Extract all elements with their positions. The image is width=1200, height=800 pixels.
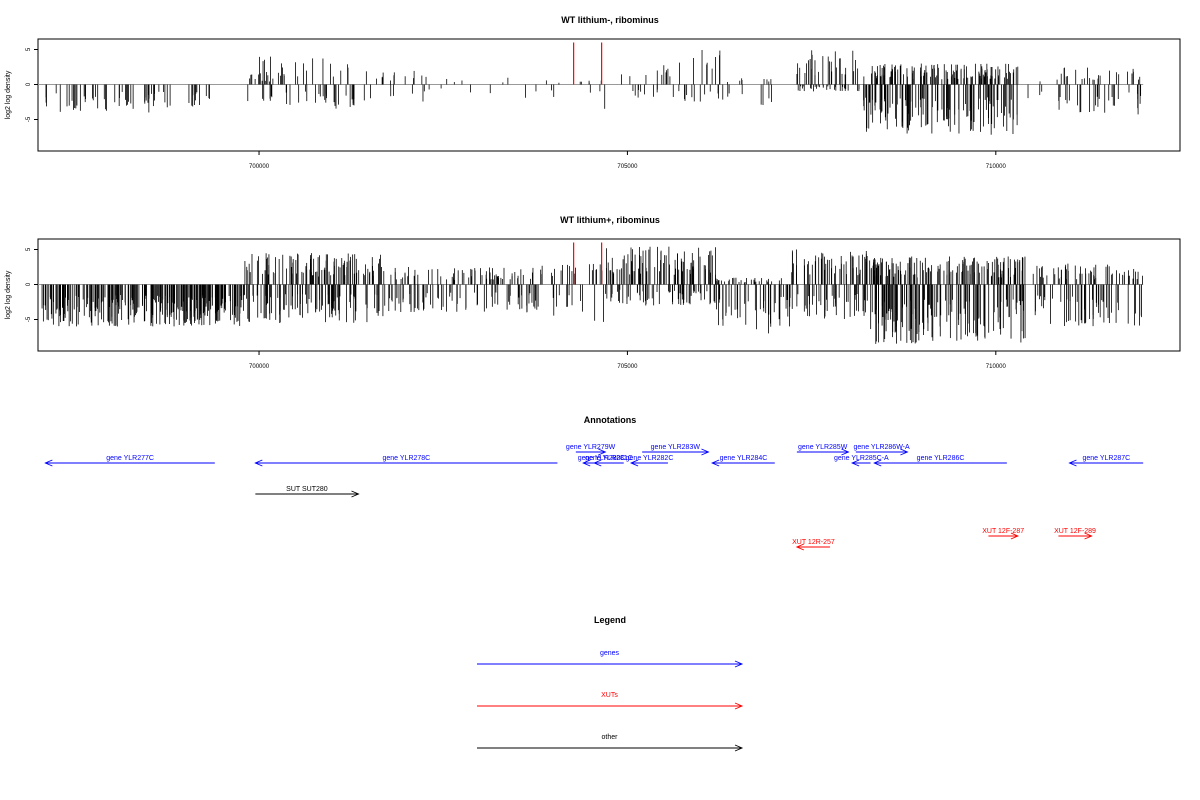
feature-arrowhead <box>593 459 602 467</box>
feature-arrowhead <box>582 459 591 467</box>
feature-label: gene YLR280C <box>578 455 626 462</box>
feature-arrow: gene YLR278C <box>254 455 558 467</box>
legend-label: genes <box>600 650 620 657</box>
x-tick-label: 705000 <box>617 364 638 370</box>
feature-label: gene YLR282C <box>626 455 674 462</box>
x-axis-ticks: 700000 705000 710000 <box>249 151 1006 170</box>
y-axis-label: log2 log density <box>5 70 12 119</box>
y-tick-label: 0 <box>26 282 32 286</box>
feature-arrowhead <box>795 543 805 551</box>
x-tick-label: 710000 <box>986 364 1007 370</box>
feature-arrow: SUT SUT280 <box>255 486 360 498</box>
feature-arrowhead <box>841 448 850 456</box>
legend-item: genes <box>477 650 744 668</box>
feature-arrowhead <box>598 448 607 456</box>
feature-label: gene YLR285W <box>798 444 848 451</box>
feature-arrowhead <box>44 459 53 467</box>
legend-item: other <box>477 734 744 752</box>
feature-arrowhead <box>711 459 720 467</box>
annotations-track: Annotations gene YLR277C gene YLR278Cgene… <box>44 415 1144 551</box>
feature-arrow: gene YLR285W <box>796 444 850 456</box>
y-tick-label: -5 <box>26 116 32 122</box>
y-tick-label: 5 <box>26 247 32 251</box>
feature-arrowhead <box>900 448 909 456</box>
feature-arrowhead <box>1068 459 1077 467</box>
feature-arrows: gene YLR277C gene YLR278C gene YLR279W gene… <box>44 444 1144 551</box>
density-bars <box>38 49 1144 135</box>
y-axis-ticks: 5 0 -5 <box>26 47 38 122</box>
feature-arrow: XUT 12F-289 <box>1054 528 1096 540</box>
plot-frame <box>37 38 1181 152</box>
panel-title: WT lithium-, ribominus <box>561 15 659 25</box>
feature-arrow: gene YLR287C <box>1068 455 1144 467</box>
density-bars <box>38 246 1144 344</box>
panel-title: WT lithium+, ribominus <box>560 215 660 225</box>
legend-item: XUTs <box>477 692 744 710</box>
legend-title: Legend <box>594 615 626 625</box>
feature-arrowhead <box>850 459 860 467</box>
y-axis-ticks: 5 0 -5 <box>26 247 38 322</box>
track-panel-lithium-plus: WT lithium+, ribominus log2 log density … <box>5 215 1181 370</box>
feature-arrow: gene YLR285C-A <box>834 455 889 467</box>
feature-label: SUT SUT280 <box>286 486 328 493</box>
feature-arrowhead <box>1010 532 1020 540</box>
feature-arrow: gene YLR277C <box>44 455 215 467</box>
x-tick-label: 710000 <box>986 164 1007 170</box>
marker-lines <box>573 242 603 285</box>
feature-arrow: gene YLR284C <box>711 455 775 467</box>
feature-arrowhead <box>873 459 882 467</box>
feature-arrowhead <box>254 459 263 467</box>
feature-label: gene YLR279W <box>566 444 616 451</box>
feature-label: gene YLR277C <box>106 455 154 462</box>
legend-arrowhead <box>734 660 744 668</box>
legend-items: genes XUTs other <box>477 650 744 752</box>
y-axis-label: log2 log density <box>5 270 12 319</box>
feature-label: gene YLR278C <box>383 455 431 462</box>
feature-arrow: XUT 12R-257 <box>792 539 835 551</box>
feature-label: gene YLR284C <box>720 455 768 462</box>
feature-arrow: gene YLR281C <box>585 455 633 467</box>
legend-arrowhead <box>734 744 744 752</box>
feature-arrowhead <box>701 448 710 456</box>
feature-arrow: gene YLR282C <box>626 455 674 467</box>
legend-label: XUTs <box>601 692 618 699</box>
plot-frame <box>37 238 1181 352</box>
feature-label: XUT 12F-289 <box>1054 528 1096 535</box>
y-tick-label: -5 <box>26 316 32 322</box>
feature-label: gene YLR286W-A <box>854 444 910 451</box>
feature-label: gene YLR287C <box>1082 455 1130 462</box>
feature-arrow: gene YLR286C <box>873 455 1007 467</box>
x-axis-ticks: 700000 705000 710000 <box>249 351 1006 370</box>
legend-label: other <box>602 734 619 741</box>
feature-arrow: XUT 12F-287 <box>982 528 1024 540</box>
annotations-title: Annotations <box>584 415 637 425</box>
feature-label: gene YLR286C <box>917 455 965 462</box>
x-tick-label: 700000 <box>249 364 270 370</box>
marker-lines <box>573 42 603 85</box>
legend: Legend genes XUTs other <box>477 615 744 752</box>
y-tick-label: 5 <box>26 47 32 51</box>
feature-label: XUT 12F-287 <box>982 528 1024 535</box>
legend-arrowhead <box>734 702 744 710</box>
feature-label: XUT 12R-257 <box>792 539 835 546</box>
feature-arrow: gene YLR283W <box>642 444 710 456</box>
feature-arrowhead <box>1084 532 1093 540</box>
track-panel-lithium-minus: WT lithium-, ribominus log2 log density … <box>5 15 1181 170</box>
x-tick-label: 700000 <box>249 164 270 170</box>
x-tick-label: 705000 <box>617 164 638 170</box>
feature-label: gene YLR285C-A <box>834 455 889 462</box>
feature-arrow: gene YLR279W <box>566 444 616 456</box>
y-tick-label: 0 <box>26 82 32 86</box>
feature-arrowhead <box>351 490 360 498</box>
feature-label: gene YLR281C <box>585 455 633 462</box>
feature-label: gene YLR283W <box>651 444 701 451</box>
feature-arrow: gene YLR286W-A <box>854 444 910 456</box>
feature-arrowhead <box>629 459 639 467</box>
